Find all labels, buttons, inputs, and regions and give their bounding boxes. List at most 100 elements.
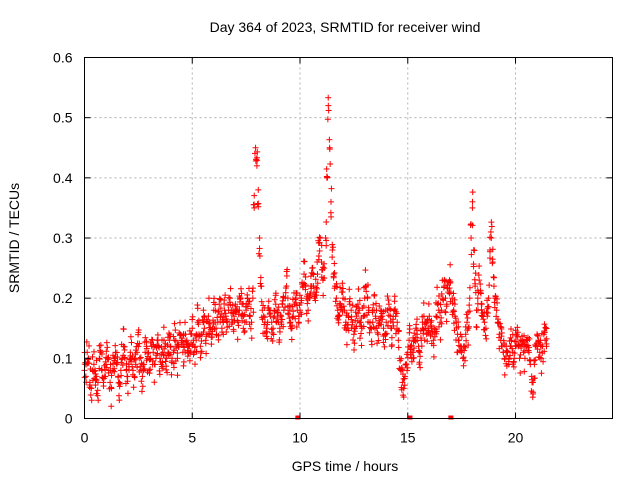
data-point — [447, 289, 454, 296]
data-point — [543, 325, 550, 332]
data-point — [400, 385, 407, 392]
y-axis-label: SRMTID / TECUs — [6, 183, 22, 293]
data-point — [258, 283, 265, 290]
data-point — [302, 273, 309, 280]
data-point — [473, 323, 480, 330]
data-point — [198, 338, 205, 345]
data-point — [379, 316, 386, 323]
data-point — [517, 370, 524, 377]
data-point — [323, 218, 330, 225]
data-point — [333, 302, 340, 309]
data-point — [508, 337, 515, 344]
data-point — [433, 313, 440, 320]
data-point — [437, 319, 444, 326]
data-point — [543, 335, 550, 342]
data-point — [466, 284, 473, 291]
data-point — [333, 283, 340, 290]
data-point — [284, 295, 291, 302]
data-point — [460, 362, 467, 369]
data-point — [170, 333, 177, 340]
data-point — [469, 189, 476, 196]
data-point — [470, 261, 477, 268]
data-point — [447, 261, 454, 268]
data-point — [472, 270, 479, 277]
data-point — [424, 338, 431, 345]
data-point — [424, 316, 431, 323]
data-point — [237, 296, 244, 303]
data-points — [81, 94, 550, 420]
y-tick-label: 0.4 — [53, 170, 73, 186]
data-point — [300, 258, 307, 265]
data-point — [104, 344, 111, 351]
data-point — [536, 354, 543, 361]
data-point — [256, 245, 263, 252]
data-point — [486, 234, 493, 241]
data-point — [510, 358, 517, 365]
data-point — [374, 340, 381, 347]
data-point — [186, 357, 193, 364]
data-point — [198, 348, 205, 355]
data-point — [490, 274, 497, 281]
data-point — [222, 292, 229, 299]
data-point — [418, 343, 425, 350]
data-point — [382, 336, 389, 343]
data-point — [439, 296, 446, 303]
data-point — [143, 345, 150, 352]
data-point — [373, 300, 380, 307]
data-point — [120, 326, 127, 333]
data-point — [433, 328, 440, 335]
data-point — [143, 338, 150, 345]
data-point — [270, 325, 277, 332]
data-point — [312, 297, 319, 304]
data-point — [166, 337, 173, 344]
data-point — [481, 326, 488, 333]
data-point — [489, 256, 496, 263]
data-point — [180, 358, 187, 365]
data-point — [162, 351, 169, 358]
data-point — [492, 292, 499, 299]
x-axis-label: GPS time / hours — [292, 458, 399, 474]
data-point — [464, 315, 471, 322]
data-point — [217, 305, 224, 312]
data-point — [249, 288, 256, 295]
data-point — [146, 370, 153, 377]
data-point — [521, 355, 528, 362]
data-point — [109, 360, 116, 367]
data-point — [86, 381, 93, 388]
data-point — [411, 345, 418, 352]
data-point — [408, 358, 415, 365]
data-point — [135, 343, 142, 350]
data-point — [301, 271, 308, 278]
data-point — [430, 342, 437, 349]
data-point — [355, 286, 362, 293]
data-point — [426, 313, 433, 320]
data-point — [218, 311, 225, 318]
chart-title: Day 364 of 2023, SRMTID for receiver win… — [210, 19, 481, 35]
data-point — [339, 288, 346, 295]
data-point — [167, 351, 174, 358]
data-point — [314, 271, 321, 278]
data-point — [466, 295, 473, 302]
data-point — [350, 337, 357, 344]
data-point — [136, 355, 143, 362]
data-point — [480, 316, 487, 323]
data-point — [154, 331, 161, 338]
data-point — [478, 300, 485, 307]
data-point — [200, 329, 207, 336]
data-point — [493, 307, 500, 314]
data-point — [117, 367, 124, 374]
data-point — [102, 373, 109, 380]
data-point — [336, 312, 343, 319]
data-point — [383, 319, 390, 326]
data-point — [478, 306, 485, 313]
data-point — [316, 234, 323, 241]
data-point — [328, 185, 335, 192]
data-point — [364, 294, 371, 301]
data-point — [272, 290, 279, 297]
data-point — [289, 322, 296, 329]
data-point — [349, 302, 356, 309]
data-point — [191, 344, 198, 351]
data-point — [425, 329, 432, 336]
data-point — [177, 331, 184, 338]
data-point — [307, 290, 314, 297]
